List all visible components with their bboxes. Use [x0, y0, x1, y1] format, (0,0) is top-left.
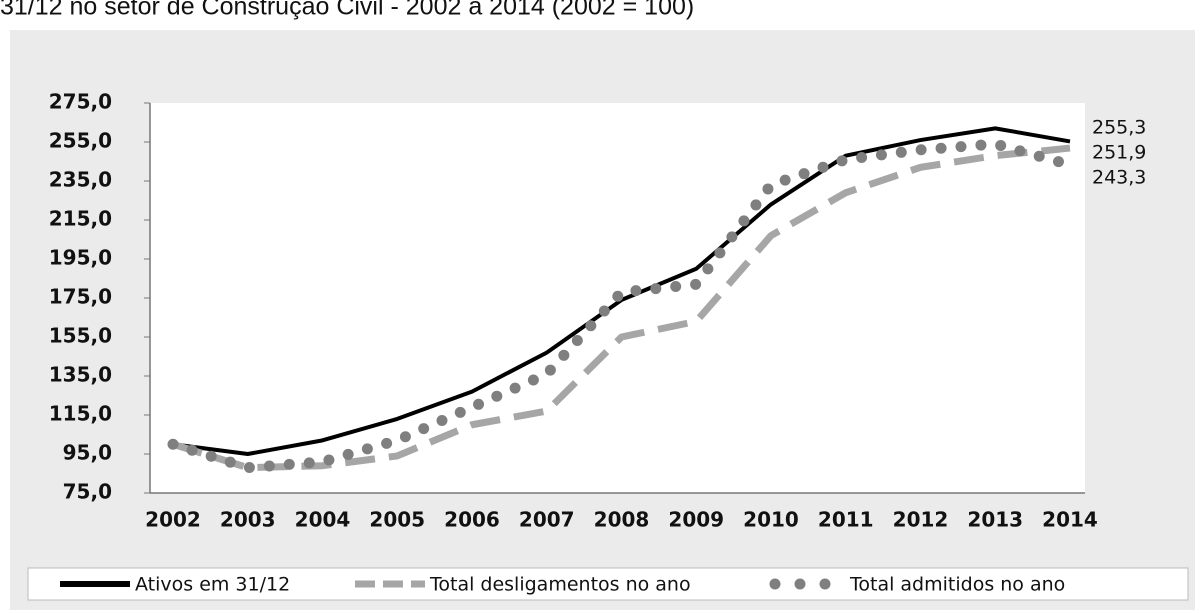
- data-label: 251,9: [1092, 142, 1146, 164]
- y-tick-label: 175,0: [49, 285, 112, 309]
- y-tick-label: 95,0: [63, 441, 112, 465]
- x-tick-label: 2005: [369, 508, 425, 532]
- legend-label: Total admitidos no ano: [849, 574, 1065, 596]
- y-tick-label: 215,0: [49, 207, 112, 231]
- x-tick-label: 2003: [220, 508, 276, 532]
- y-tick-label: 75,0: [63, 480, 112, 504]
- data-label: 243,3: [1092, 167, 1146, 189]
- x-tick-label: 2007: [519, 508, 575, 532]
- x-tick-label: 2012: [893, 508, 949, 532]
- x-tick-label: 2009: [668, 508, 724, 532]
- legend-label: Ativos em 31/12: [135, 574, 290, 596]
- x-tick-label: 2013: [967, 508, 1023, 532]
- x-tick-label: 2004: [295, 508, 351, 532]
- x-tick-label: 2002: [145, 508, 201, 532]
- legend-label: Total desligamentos no ano: [429, 574, 691, 596]
- y-tick-label: 235,0: [49, 168, 112, 192]
- legend: [27, 567, 1189, 601]
- y-tick-label: 155,0: [49, 324, 112, 348]
- x-tick-label: 2008: [594, 508, 650, 532]
- data-label: 255,3: [1092, 117, 1146, 139]
- x-tick-label: 2010: [743, 508, 799, 532]
- y-tick-label: 115,0: [49, 402, 112, 426]
- y-tick-label: 255,0: [49, 129, 112, 153]
- line-series: [171, 144, 1071, 472]
- x-tick-label: 2011: [818, 508, 874, 532]
- x-tick-label: 2014: [1042, 508, 1098, 532]
- line-series: [167, 138, 1076, 474]
- y-tick-label: 135,0: [49, 363, 112, 387]
- y-tick-label: 195,0: [49, 246, 112, 270]
- y-tick-label: 275,0: [49, 90, 112, 114]
- x-tick-label: 2006: [444, 508, 500, 532]
- chart-title: 31/12 no setor de Construção Civil - 200…: [0, 0, 694, 21]
